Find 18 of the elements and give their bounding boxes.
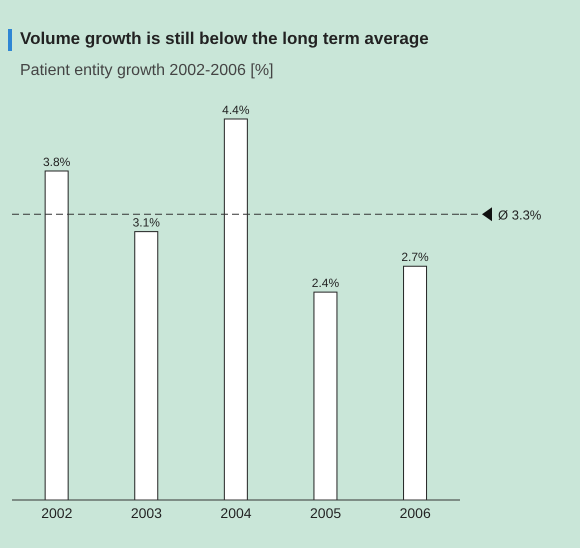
x-tick-label: 2005 bbox=[310, 504, 342, 521]
data-label: 3.1% bbox=[132, 216, 160, 230]
bar bbox=[44, 170, 69, 500]
ref-line-label: Ø 3.3% bbox=[498, 207, 542, 222]
bar bbox=[403, 266, 428, 500]
bar bbox=[224, 118, 248, 500]
x-tick-label: 2006 bbox=[400, 504, 431, 521]
data-label: 2.4% bbox=[312, 276, 340, 290]
data-label: 2.7% bbox=[401, 250, 430, 264]
chart-subtitle: Patient entity growth 2002-2006 [%] bbox=[20, 62, 274, 80]
data-label: 3.8% bbox=[42, 154, 71, 169]
x-tick-label: 2004 bbox=[220, 504, 252, 521]
chart-title: Volume growth is still below the long term average bbox=[20, 29, 429, 49]
bar bbox=[313, 292, 338, 500]
bar bbox=[134, 231, 158, 500]
x-tick-label: 2002 bbox=[41, 504, 73, 521]
x-tick-label: 2003 bbox=[130, 504, 162, 521]
data-label: 4.4% bbox=[222, 103, 250, 117]
